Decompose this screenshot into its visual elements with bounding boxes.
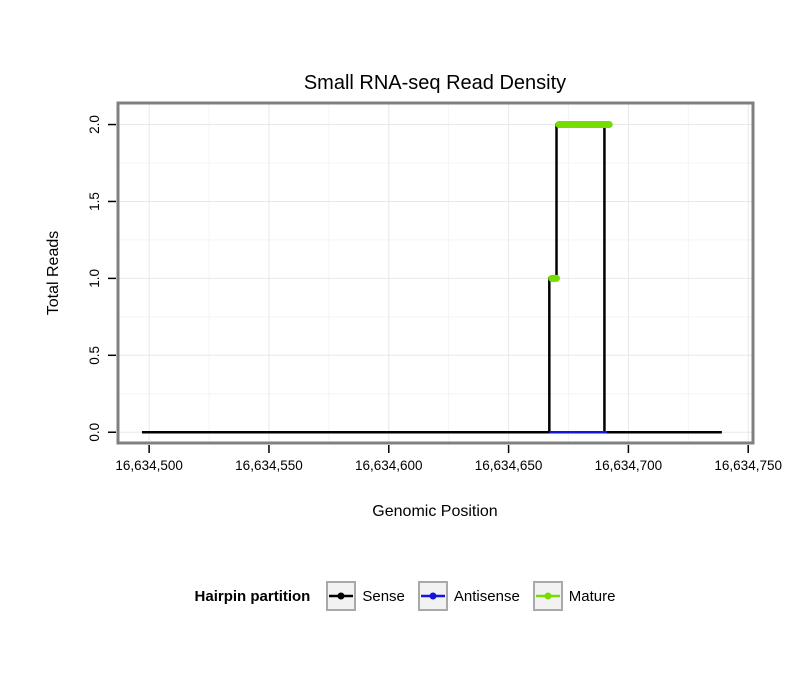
- x-tick-label: 16,634,650: [475, 458, 543, 473]
- x-tick-label: 16,634,750: [714, 458, 782, 473]
- legend: Hairpin partition Sense Antisense Mature: [0, 581, 810, 611]
- x-tick-label: 16,634,550: [235, 458, 303, 473]
- legend-point-sense: [337, 592, 345, 600]
- legend-label-antisense: Antisense: [453, 587, 520, 605]
- legend-entries: Sense Antisense Mature: [326, 581, 615, 611]
- legend-key-mature: [532, 581, 563, 611]
- x-tick-label: 16,634,500: [115, 458, 183, 473]
- legend-entry-mature: Mature: [532, 581, 616, 611]
- y-tick-label: 1.5: [87, 192, 102, 211]
- y-axis-label: Total Reads: [45, 231, 62, 316]
- legend-title: Hairpin partition: [194, 587, 311, 605]
- x-axis-label: Genomic Position: [372, 503, 497, 520]
- y-tick-label: 0.0: [87, 423, 102, 442]
- y-tick-label: 2.0: [87, 115, 102, 134]
- y-tick-label: 1.0: [87, 269, 102, 288]
- legend-key-sense: [326, 581, 357, 611]
- panel-border: [116, 101, 755, 445]
- chart-title: Small RNA-seq Read Density: [304, 72, 566, 94]
- legend-entry-sense: Sense: [326, 581, 405, 611]
- legend-glyph-antisense: [420, 592, 445, 600]
- legend-point-antisense: [429, 592, 437, 600]
- legend-entry-antisense: Antisense: [417, 581, 520, 611]
- legend-key-antisense: [417, 581, 448, 611]
- panel-background: [118, 103, 753, 443]
- legend-glyph-sense: [329, 592, 354, 600]
- plot-panel: 16,634,500 16,634,550 16,634,600 16,634,650…: [87, 101, 782, 473]
- x-tick-label: 16,634,600: [355, 458, 423, 473]
- legend-glyph-mature: [535, 592, 560, 600]
- y-tick-label: 0.5: [87, 346, 102, 365]
- x-tick-label: 16,634,700: [595, 458, 663, 473]
- legend-label-mature: Mature: [568, 587, 616, 605]
- series-line-sense: [141, 123, 722, 434]
- legend-label-sense: Sense: [362, 587, 405, 605]
- legend-point-mature: [544, 592, 552, 600]
